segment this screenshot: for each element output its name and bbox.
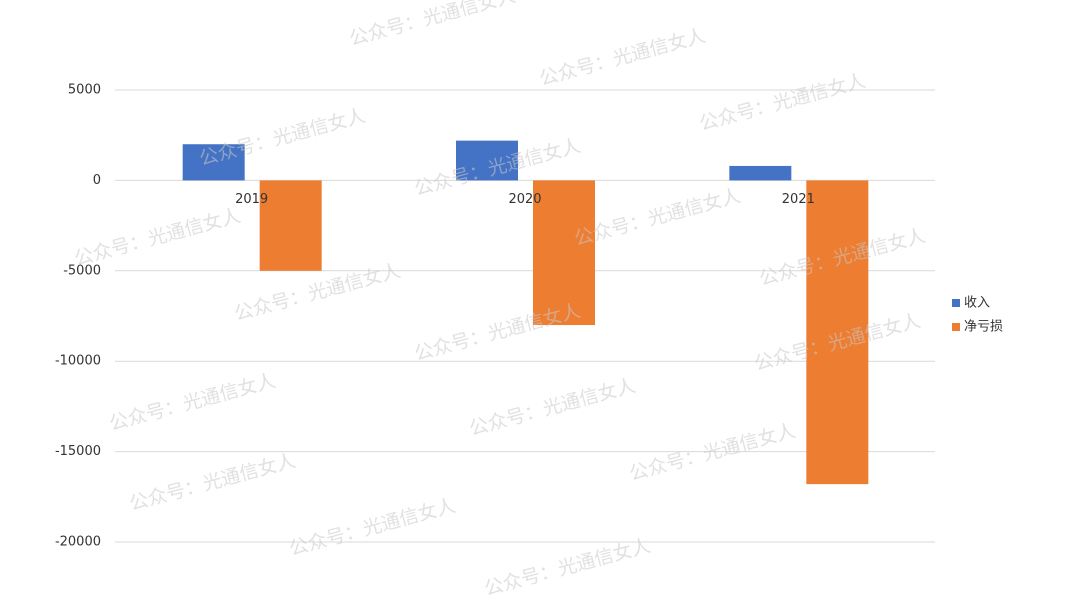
bar xyxy=(533,180,595,326)
legend-label: 净亏损 xyxy=(964,320,1003,335)
y-tick-label: -20000 xyxy=(55,535,101,550)
x-tick-label: 2021 xyxy=(782,192,815,207)
y-tick-label: -5000 xyxy=(63,263,101,278)
watermark: 公众号：光通信女人 xyxy=(482,535,653,601)
watermark: 公众号：光通信女人 xyxy=(197,105,368,171)
bar xyxy=(182,144,245,181)
x-tick-label: 2019 xyxy=(235,192,268,207)
watermark: 公众号：光通信女人 xyxy=(627,420,798,486)
y-tick-label: -10000 xyxy=(55,354,101,369)
watermark: 公众号：光通信女人 xyxy=(287,495,458,561)
watermark: 公众号：光通信女人 xyxy=(467,375,638,441)
watermark: 公众号：光通信女人 xyxy=(107,370,278,436)
bar xyxy=(259,180,322,271)
watermark: 公众号：光通信女人 xyxy=(572,185,743,251)
y-tick-label: 5000 xyxy=(68,83,101,98)
watermark: 公众号：光通信女人 xyxy=(412,300,583,366)
legend-swatch xyxy=(952,299,960,307)
watermark: 公众号：光通信女人 xyxy=(347,0,518,50)
x-tick-label: 2020 xyxy=(508,192,541,207)
watermark: 公众号：光通信女人 xyxy=(127,450,298,516)
bar xyxy=(456,140,518,181)
y-tick-label: 0 xyxy=(93,173,101,188)
watermark: 公众号：光通信女人 xyxy=(72,205,243,271)
watermark: 公众号：光通信女人 xyxy=(697,70,868,136)
legend-label: 收入 xyxy=(964,296,990,311)
bar xyxy=(806,180,869,485)
y-tick-label: -15000 xyxy=(55,444,101,459)
bar xyxy=(729,165,792,181)
legend-swatch xyxy=(952,323,960,331)
watermark: 公众号：光通信女人 xyxy=(537,25,708,91)
